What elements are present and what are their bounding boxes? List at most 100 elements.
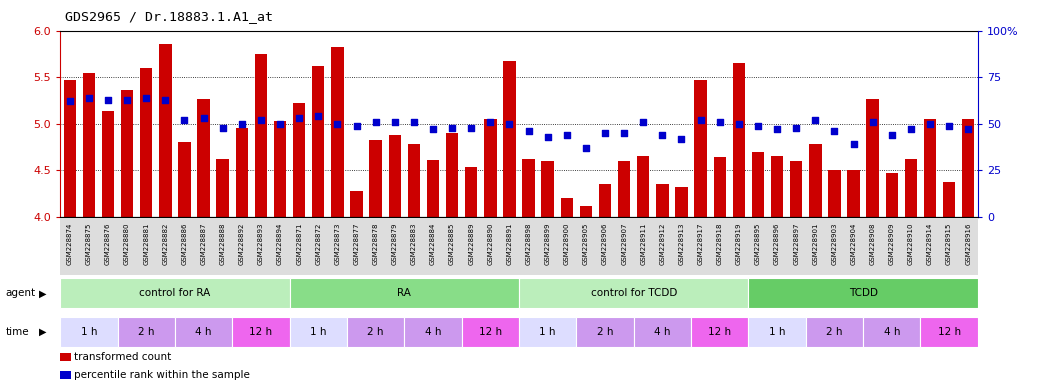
Point xyxy=(865,119,881,125)
Bar xyxy=(140,68,153,217)
Text: GSM228889: GSM228889 xyxy=(468,222,474,265)
Point xyxy=(482,119,498,125)
Text: transformed count: transformed count xyxy=(74,352,171,362)
Point xyxy=(61,98,78,104)
Bar xyxy=(847,170,859,217)
Text: control for RA: control for RA xyxy=(139,288,211,298)
Text: GSM228897: GSM228897 xyxy=(793,222,799,265)
Bar xyxy=(484,119,496,217)
Text: GSM228886: GSM228886 xyxy=(182,222,188,265)
Point xyxy=(386,119,403,125)
Text: 12 h: 12 h xyxy=(937,327,961,337)
Point xyxy=(463,124,480,131)
Text: GSM228898: GSM228898 xyxy=(525,222,531,265)
Point xyxy=(922,121,938,127)
Text: 1 h: 1 h xyxy=(540,327,556,337)
Point xyxy=(81,95,98,101)
Point xyxy=(960,126,977,132)
Point xyxy=(788,124,804,131)
Text: GSM228895: GSM228895 xyxy=(755,222,761,265)
Bar xyxy=(254,54,267,217)
Bar xyxy=(579,206,592,217)
Text: GSM228900: GSM228900 xyxy=(564,222,570,265)
Text: GSM228871: GSM228871 xyxy=(296,222,302,265)
Point xyxy=(234,121,250,127)
Bar xyxy=(427,160,439,217)
Bar xyxy=(274,121,286,217)
Text: GSM228904: GSM228904 xyxy=(850,222,856,265)
Point xyxy=(749,122,766,129)
Bar xyxy=(197,99,210,217)
Text: 12 h: 12 h xyxy=(249,327,273,337)
Point xyxy=(329,121,346,127)
Bar xyxy=(542,161,554,217)
Point xyxy=(291,115,307,121)
Bar xyxy=(388,135,401,217)
Text: GSM228915: GSM228915 xyxy=(946,222,952,265)
Text: 2 h: 2 h xyxy=(367,327,384,337)
Bar xyxy=(561,199,573,217)
Point xyxy=(807,117,823,123)
Point xyxy=(674,136,690,142)
Bar xyxy=(921,317,978,347)
Text: 2 h: 2 h xyxy=(138,327,155,337)
Text: ▶: ▶ xyxy=(39,288,47,298)
Text: GSM228918: GSM228918 xyxy=(716,222,722,265)
Bar xyxy=(885,173,898,217)
Bar xyxy=(805,317,864,347)
Point xyxy=(616,130,632,136)
Bar xyxy=(790,161,802,217)
Text: time: time xyxy=(5,327,29,337)
Bar xyxy=(347,317,404,347)
Text: GSM228892: GSM228892 xyxy=(239,222,245,265)
Text: GSM228893: GSM228893 xyxy=(257,222,264,265)
Text: TCDD: TCDD xyxy=(849,288,877,298)
Bar xyxy=(576,317,633,347)
Point xyxy=(826,128,843,134)
Point xyxy=(425,126,441,132)
Text: GSM228905: GSM228905 xyxy=(583,222,589,265)
Text: GSM228896: GSM228896 xyxy=(774,222,781,265)
Bar xyxy=(633,317,691,347)
Text: GSM228899: GSM228899 xyxy=(545,222,551,265)
Text: 1 h: 1 h xyxy=(81,327,98,337)
Bar xyxy=(618,161,630,217)
Text: GSM228911: GSM228911 xyxy=(640,222,647,265)
Text: GSM228916: GSM228916 xyxy=(965,222,972,265)
Text: GSM228878: GSM228878 xyxy=(373,222,379,265)
Text: GSM228879: GSM228879 xyxy=(391,222,398,265)
Point xyxy=(501,121,518,127)
Point xyxy=(118,96,135,103)
Bar xyxy=(293,103,305,217)
Bar xyxy=(83,73,95,217)
Text: agent: agent xyxy=(5,288,35,298)
Text: GSM228917: GSM228917 xyxy=(698,222,704,265)
Bar xyxy=(519,278,748,308)
Bar xyxy=(174,317,233,347)
Bar xyxy=(63,80,76,217)
Bar xyxy=(312,66,325,217)
Point xyxy=(845,141,862,147)
Bar xyxy=(370,140,382,217)
Bar xyxy=(748,317,805,347)
Bar xyxy=(867,99,879,217)
Bar xyxy=(637,156,650,217)
Text: GSM228919: GSM228919 xyxy=(736,222,742,265)
Bar xyxy=(350,191,362,217)
Bar xyxy=(863,317,921,347)
Point xyxy=(635,119,652,125)
Bar xyxy=(694,80,707,217)
Bar xyxy=(713,157,726,217)
Text: GSM228894: GSM228894 xyxy=(277,222,283,265)
Bar xyxy=(522,159,535,217)
Point xyxy=(731,121,747,127)
Bar xyxy=(331,46,344,217)
Bar xyxy=(943,182,955,217)
Point xyxy=(883,132,900,138)
Point xyxy=(520,128,537,134)
Bar xyxy=(748,278,978,308)
Point xyxy=(769,126,786,132)
Text: RA: RA xyxy=(398,288,411,298)
Text: GSM228873: GSM228873 xyxy=(334,222,340,265)
Bar xyxy=(102,111,114,217)
